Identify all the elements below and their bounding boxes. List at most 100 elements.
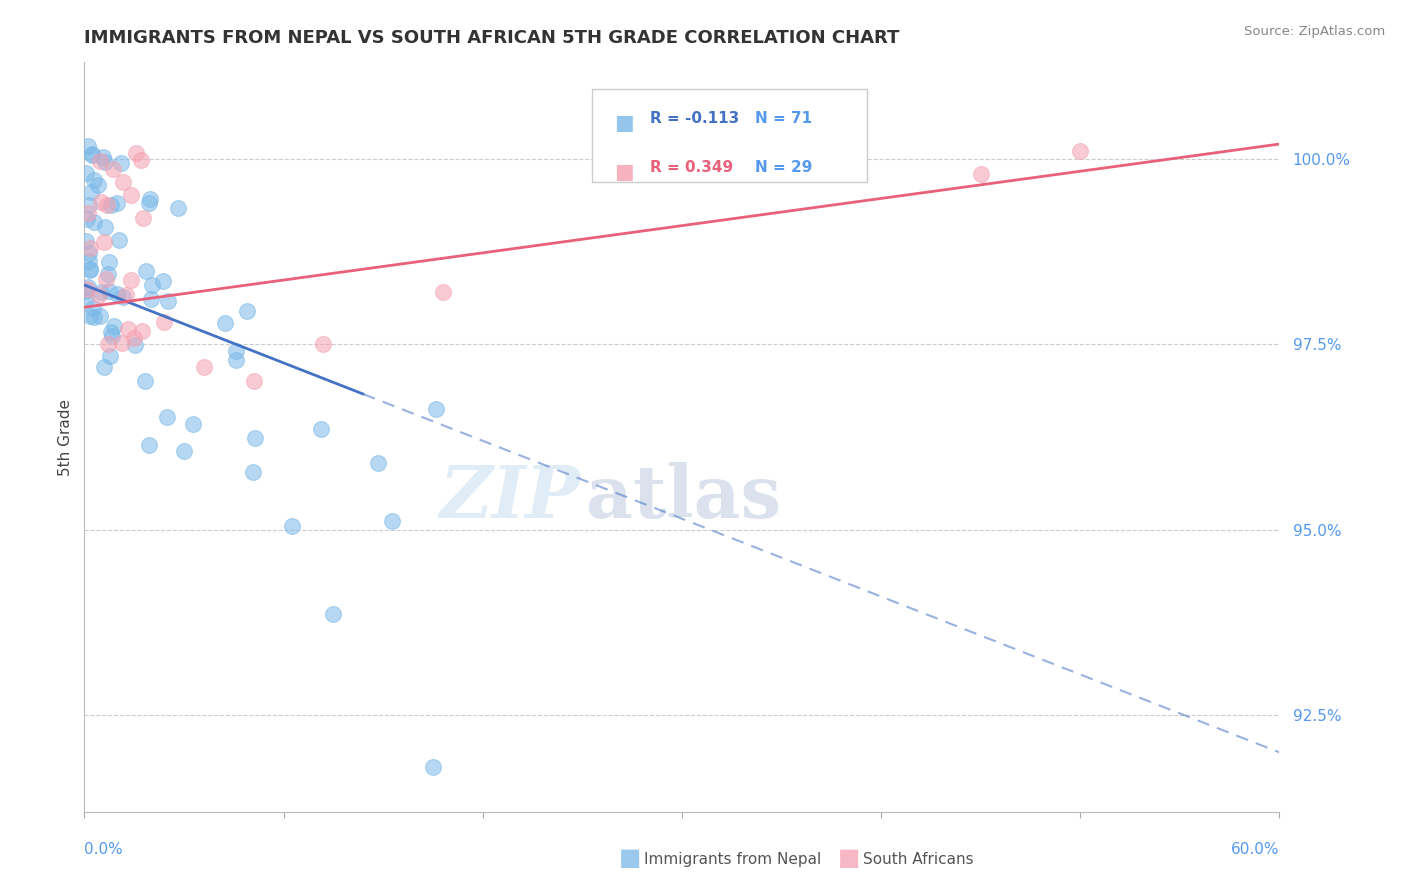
Point [225,353,247,368]
Text: atlas: atlas [586,461,782,533]
Point [117,322,139,336]
Point [214,316,236,330]
Point [281,518,304,533]
Point [367,456,389,470]
Point [120,187,142,202]
Point [135,264,157,278]
Point [105,195,128,210]
Point [90,194,112,209]
Point [77,245,100,260]
Point [80,146,103,161]
Point [79,241,101,255]
Point [87,288,110,302]
Point [181,417,204,432]
Point [120,273,142,287]
Point [141,292,163,306]
Point [1069,145,1091,159]
Point [91,150,114,164]
Point [79,197,101,211]
Point [101,328,124,343]
Point [236,303,259,318]
Text: 60.0%: 60.0% [1232,842,1279,857]
Point [124,338,146,352]
Point [77,206,100,220]
Point [381,514,404,528]
Point [138,438,160,452]
Point [167,201,190,215]
Text: Source: ZipAtlas.com: Source: ZipAtlas.com [1244,25,1385,38]
Text: R = -0.113: R = -0.113 [650,112,740,126]
Point [138,192,160,206]
Point [83,310,105,325]
Point [425,401,447,416]
Point [75,166,97,180]
Point [309,422,332,436]
Point [75,235,97,249]
Point [138,195,160,210]
Point [141,278,163,293]
Point [90,285,112,299]
Point [83,214,105,228]
Point [93,235,115,250]
Point [100,326,122,340]
Point [131,324,153,338]
Y-axis label: 5th Grade: 5th Grade [58,399,73,475]
Point [101,162,124,177]
Point [96,198,118,212]
Point [79,261,101,276]
Point [79,254,101,268]
Point [153,315,176,329]
Text: N = 71: N = 71 [755,112,811,126]
Point [422,760,444,774]
Point [96,272,118,286]
Point [82,148,104,162]
Point [94,220,117,235]
Point [129,153,152,168]
Text: N = 29: N = 29 [755,160,813,175]
Point [111,290,134,304]
Point [98,349,121,363]
Point [108,233,131,247]
Text: ■: ■ [614,113,634,134]
Text: ZIP: ZIP [440,461,581,533]
Point [94,155,117,169]
Point [134,374,156,388]
Point [242,375,264,389]
Point [103,319,125,334]
Point [114,288,136,302]
Text: ■: ■ [838,846,860,870]
Text: 0.0%: 0.0% [84,842,124,857]
Text: ■: ■ [619,846,641,870]
Point [131,211,153,226]
Point [122,331,145,345]
Point [157,294,180,309]
Point [82,301,104,316]
Point [93,359,115,374]
Point [193,359,215,374]
Point [89,153,111,168]
Point [76,211,98,226]
Point [432,285,454,300]
Point [110,335,132,350]
Point [75,292,97,306]
Point [242,465,264,479]
Point [243,431,266,445]
Point [125,145,148,160]
Point [156,410,179,425]
Point [110,156,132,170]
Text: IMMIGRANTS FROM NEPAL VS SOUTH AFRICAN 5TH GRADE CORRELATION CHART: IMMIGRANTS FROM NEPAL VS SOUTH AFRICAN 5… [84,29,900,47]
Text: Immigrants from Nepal: Immigrants from Nepal [644,852,821,867]
Point [152,274,174,288]
Point [75,284,97,298]
Point [76,282,98,296]
Point [112,175,135,189]
Text: South Africans: South Africans [863,852,974,867]
Point [79,310,101,324]
Point [80,186,103,200]
Point [173,443,195,458]
Point [87,178,110,192]
Point [77,280,100,294]
Point [79,262,101,277]
Point [83,173,105,187]
FancyBboxPatch shape [592,88,868,182]
